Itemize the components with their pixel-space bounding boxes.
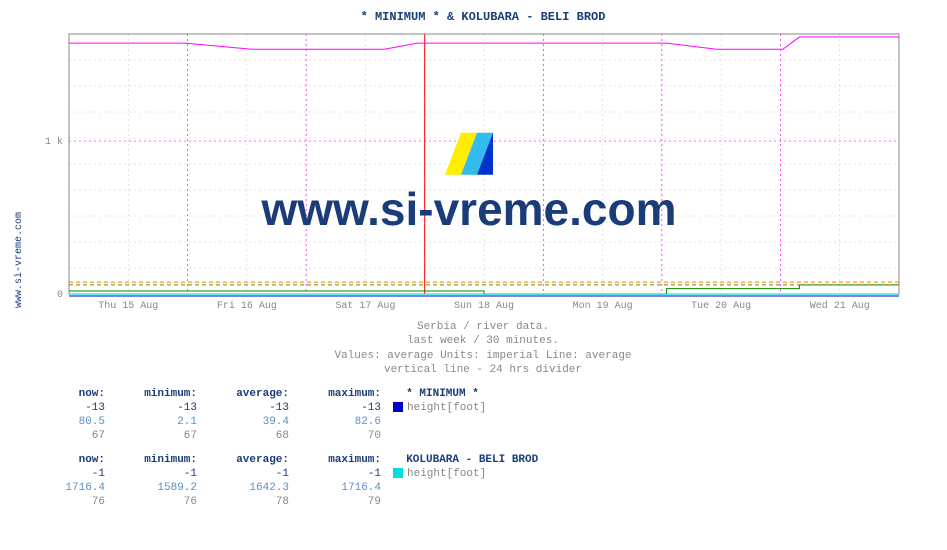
series-name: KOLUBARA - BELI BROD — [387, 453, 544, 467]
stats-row: 67676870 — [29, 429, 492, 443]
series-name: * MINIMUM * — [387, 387, 492, 401]
xtick-label: Fri 16 Aug — [217, 300, 277, 312]
xtick-label: Tue 20 Aug — [691, 301, 751, 312]
watermark-text: www.si-vreme.com — [260, 183, 676, 235]
series-swatch — [393, 402, 403, 412]
stats-row: 80.52.139.482.6 — [29, 415, 492, 429]
xtick-label: Sun 18 Aug — [454, 301, 514, 312]
stats-block: now:minimum:average:maximum: * MINIMUM *… — [29, 387, 937, 443]
chart-info: Serbia / river data.last week / 30 minut… — [29, 320, 937, 377]
stats-block: now:minimum:average:maximum: KOLUBARA - … — [29, 453, 937, 509]
stats-row: -13-13-13-13height[foot] — [29, 401, 492, 415]
ytick-label: 1 k — [45, 136, 63, 148]
chart-title: * MINIMUM * & KOLUBARA - BELI BROD — [29, 10, 937, 24]
xtick-label: Thu 15 Aug — [98, 300, 158, 312]
chart-plot: 0 1 k Thu 15 Aug Fri 16 Aug Sat 17 Aug Sun 18… — [29, 26, 937, 316]
source-label: www.si-vreme.com — [10, 212, 29, 308]
ytick-label: 0 — [57, 290, 63, 301]
xtick-label: Wed 21 Aug — [810, 300, 870, 312]
xtick-label: Sat 17 Aug — [335, 301, 395, 312]
series-swatch — [393, 468, 403, 478]
stats-row: -1-1-1-1height[foot] — [29, 467, 544, 481]
stats-row: 76767879 — [29, 495, 544, 509]
xtick-label: Mon 19 Aug — [573, 301, 633, 312]
stats-row: 1716.41589.21642.31716.4 — [29, 481, 544, 495]
